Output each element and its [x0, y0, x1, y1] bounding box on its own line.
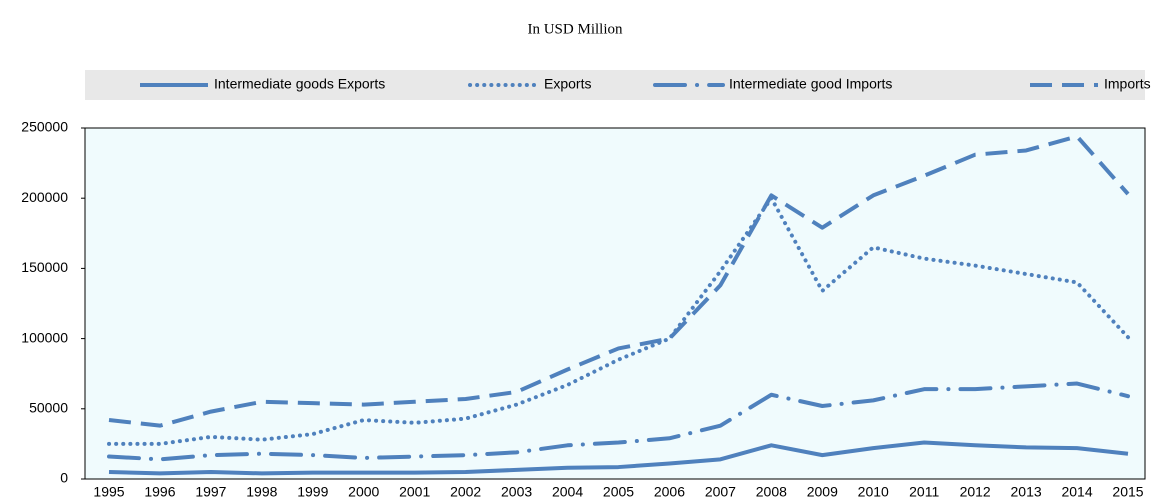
legend-label: Exports [544, 76, 591, 92]
series-line [108, 134, 1130, 428]
x-tick-label: 2014 [1061, 484, 1092, 500]
x-tick-label: 2007 [705, 484, 736, 500]
x-tick-label: 2006 [654, 484, 685, 500]
x-tick-label: 2009 [807, 484, 838, 500]
x-tick-label: 2004 [552, 484, 583, 500]
x-tick-label: 1996 [144, 484, 175, 500]
x-tick-label: 2002 [450, 484, 481, 500]
x-tick-label: 2000 [348, 484, 379, 500]
x-tick-label: 2011 [909, 484, 939, 500]
x-tick-label: 2005 [603, 484, 634, 500]
x-tick-label: 1997 [195, 484, 226, 500]
y-tick-label: 250000 [21, 119, 68, 135]
series-line [107, 196, 1130, 446]
x-tick-label: 2003 [501, 484, 532, 500]
x-tick-label: 2001 [399, 484, 430, 500]
x-tick-label: 1998 [246, 484, 277, 500]
x-tick-label: 2012 [960, 484, 991, 500]
legend-label: Intermediate goods Exports [214, 76, 385, 92]
series-line [107, 381, 1130, 462]
x-tick-label: 1999 [297, 484, 328, 500]
y-tick-label: 0 [60, 470, 68, 486]
legend-label: Imports [1104, 76, 1151, 92]
plot-area [84, 127, 1146, 480]
chart-title: In USD Million [527, 21, 623, 37]
x-tick-label: 2010 [858, 484, 889, 500]
series-line [108, 440, 1129, 476]
x-tick-label: 2013 [1011, 484, 1042, 500]
x-tick-label: 1995 [93, 484, 124, 500]
legend-label: Intermediate good Imports [729, 76, 892, 92]
x-tick-label: 2008 [756, 484, 787, 500]
y-tick-label: 100000 [21, 329, 68, 345]
x-tick-label: 2015 [1112, 484, 1143, 500]
y-tick-label: 150000 [21, 259, 68, 275]
legend-box [85, 70, 1145, 100]
y-tick-label: 50000 [29, 400, 68, 416]
y-tick-label: 200000 [21, 189, 68, 205]
